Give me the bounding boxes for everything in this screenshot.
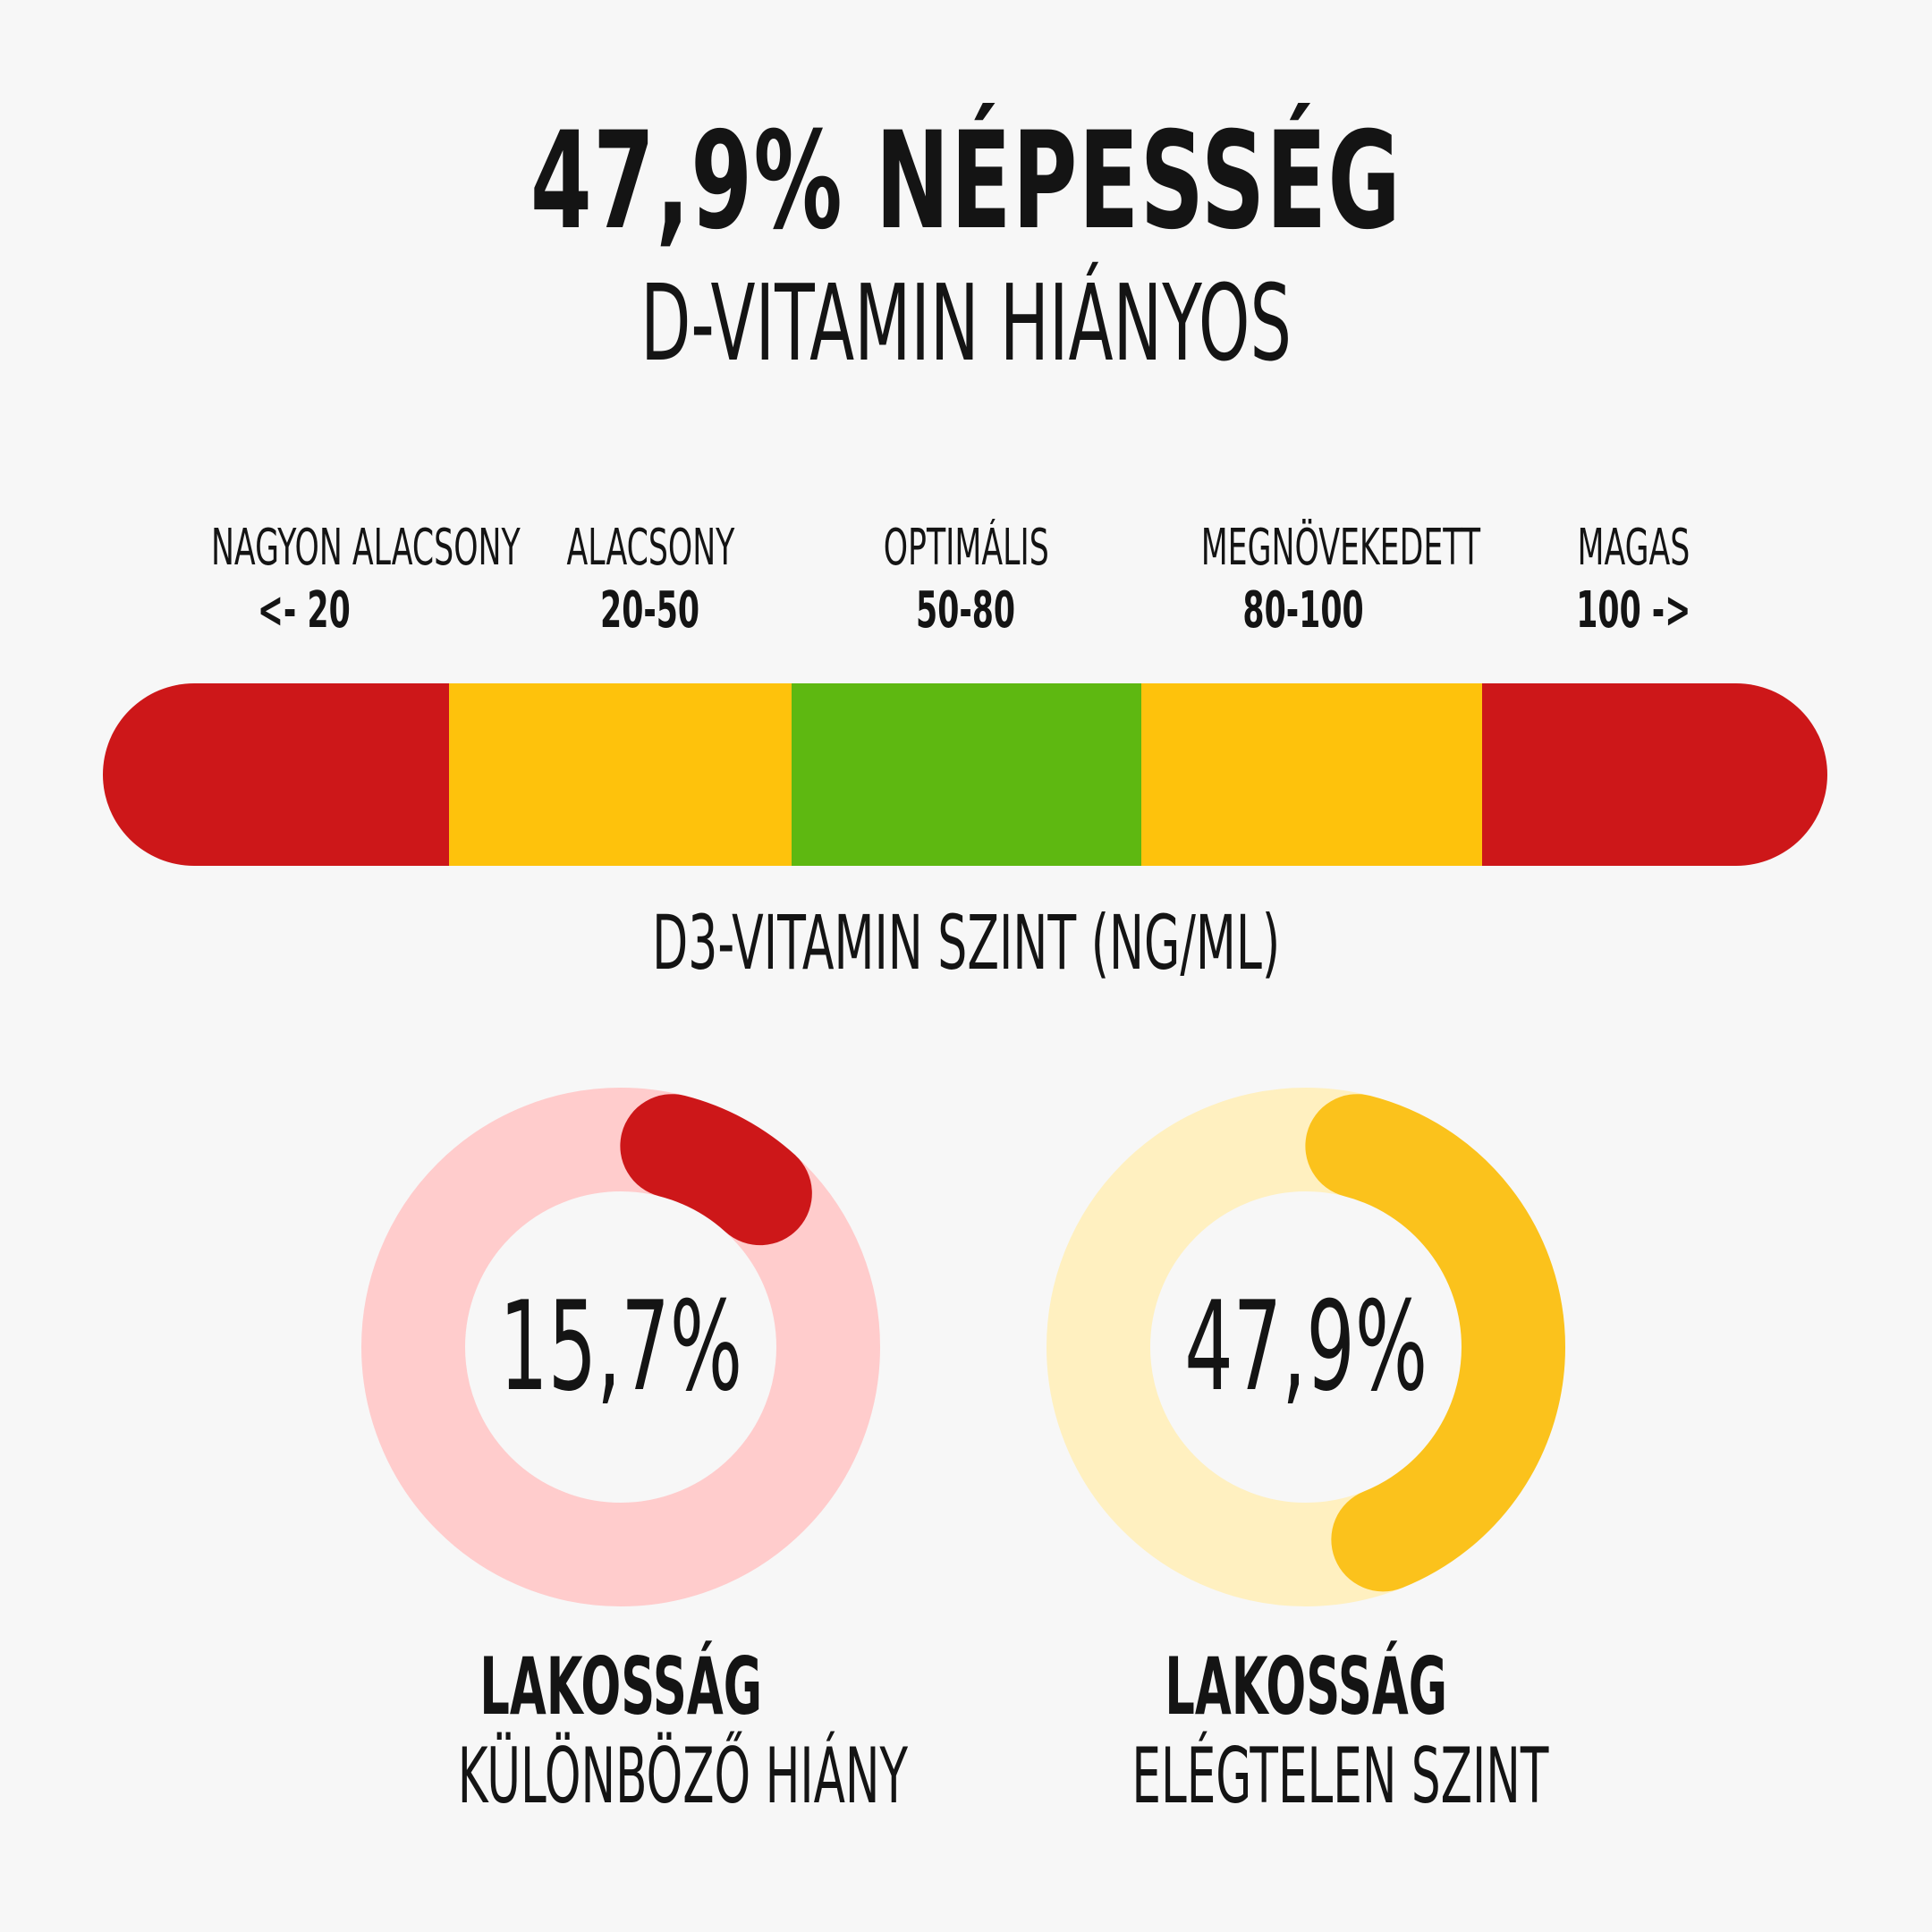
donut-deficiency-chart — [361, 1088, 880, 1606]
caption-text: KÜLÖNBÖZŐ HIÁNY — [457, 1732, 909, 1821]
scale-label-range: 80-100 — [1242, 581, 1364, 640]
page-subtitle: D-VITAMIN HIÁNYOS — [640, 261, 1292, 385]
scale-label-low: ALACSONY 20-50 — [462, 517, 838, 642]
scale-label-name: OPTIMÁLIS — [883, 519, 1049, 577]
scale-label-name: ALACSONY — [566, 519, 734, 577]
vitamin-level-scale-bar — [103, 683, 1827, 866]
donut-arc — [1046, 1088, 1565, 1606]
bar-segment-very-low — [103, 683, 449, 866]
scale-label-very-low: NAGYON ALACSONY <- 20 — [116, 517, 521, 642]
caption-heading: LAKOSSÁG — [479, 1640, 762, 1733]
scale-label-range: <- 20 — [258, 581, 351, 640]
scale-label-range: 50-80 — [916, 581, 1016, 640]
caption-heading: LAKOSSÁG — [1165, 1640, 1447, 1733]
donut-value: 15,7% — [499, 1275, 742, 1419]
bar-segment-elevated — [1141, 683, 1482, 866]
page-title: 47,9% NÉPESSÉG — [530, 104, 1402, 259]
bar-segment-optimal — [792, 683, 1141, 866]
caption-text: ELÉGTELEN SZINT — [1131, 1732, 1549, 1821]
donut-insufficient-chart — [1046, 1088, 1565, 1606]
donut-deficiency: 15,7% — [352, 1079, 889, 1615]
scale-label-range: 20-50 — [600, 581, 700, 640]
scale-axis-title: D3-VITAMIN SZINT (NG/ML) — [651, 899, 1281, 987]
donut-arc — [361, 1088, 880, 1606]
scale-label-elevated: MEGNÖVEKEDETT 80-100 — [1115, 517, 1491, 642]
scale-label-name: MEGNÖVEKEDETT — [1200, 519, 1481, 577]
scale-label-name: MAGAS — [1577, 519, 1690, 577]
scale-label-range: 100 -> — [1575, 581, 1691, 640]
donut-insufficient: 47,9% — [1038, 1079, 1574, 1615]
bar-segment-low — [449, 683, 792, 866]
donut-insufficient-caption: LAKOSSÁG ELÉGTELEN SZINT — [993, 1640, 1619, 1822]
scale-label-optimal: OPTIMÁLIS 50-80 — [778, 517, 1154, 642]
scale-label-name: NAGYON ALACSONY — [210, 519, 521, 577]
bar-segment-high — [1482, 683, 1827, 866]
scale-label-high: MAGAS 100 -> — [1445, 517, 1821, 642]
donut-deficiency-caption: LAKOSSÁG KÜLÖNBÖZŐ HIÁNY — [308, 1640, 934, 1822]
donut-value: 47,9% — [1184, 1275, 1428, 1419]
